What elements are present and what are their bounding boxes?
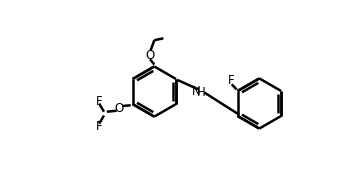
Text: F: F bbox=[96, 95, 102, 108]
Text: methoxy: methoxy bbox=[152, 37, 159, 39]
Text: O: O bbox=[145, 49, 155, 62]
Text: H: H bbox=[197, 86, 206, 99]
Text: F: F bbox=[228, 74, 235, 87]
Text: N: N bbox=[191, 85, 200, 98]
Text: O: O bbox=[115, 102, 124, 115]
Text: F: F bbox=[96, 120, 102, 133]
